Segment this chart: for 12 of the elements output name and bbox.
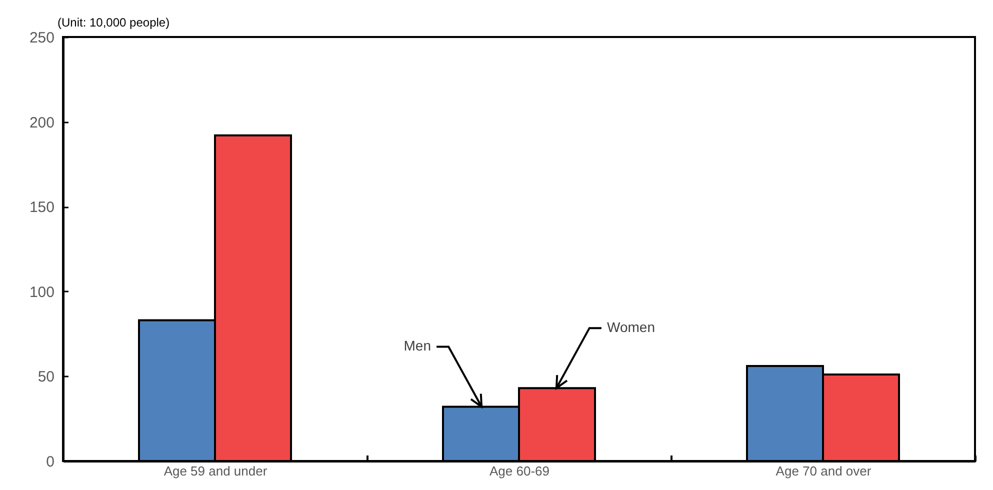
y-tick-label: 150 [29,199,54,216]
text: Women [607,319,655,336]
y-tick-label: 0 [46,454,54,470]
x-tick-label: Age 70 and over [776,464,872,478]
y-tick-label: 250 [29,30,54,46]
y-tick-label: 200 [29,114,54,132]
y-axis-title: (Unit: 10,000 people) [58,16,170,30]
x-tick-label: Age 59 and under [164,464,268,478]
y-tick-label: 100 [29,284,54,301]
y-tick-label: 50 [38,368,54,386]
text: Men [404,338,431,354]
x-tick-label: Age 60-69 [490,464,550,478]
